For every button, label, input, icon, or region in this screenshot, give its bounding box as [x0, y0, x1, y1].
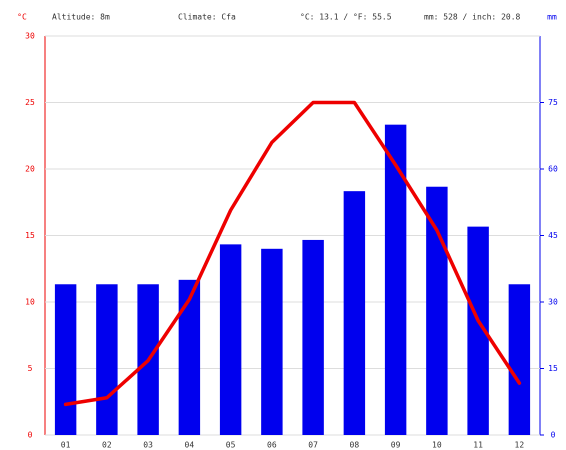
x-tick-label: 11	[473, 441, 483, 450]
y-axis-label: °C	[17, 13, 27, 22]
x-tick-label: 08	[350, 441, 360, 450]
x-tick-label: 05	[226, 441, 236, 450]
y-tick-label: 0	[28, 431, 33, 440]
y-tick-label: 10	[25, 298, 35, 307]
x-tick-label: 09	[391, 441, 401, 450]
x-tick-label: 10	[432, 441, 442, 450]
temperature-line	[63, 100, 522, 407]
annotation: mm: 528 / inch: 20.8	[424, 13, 521, 22]
y2-tick-label: 75	[548, 98, 558, 107]
y2-tick-label: 60	[548, 165, 558, 174]
y-tick-label: 30	[25, 32, 35, 41]
bar	[343, 191, 366, 435]
x-tick-label: 04	[185, 441, 195, 450]
bar	[467, 226, 489, 435]
x-tick-label: 02	[102, 441, 112, 450]
y2-tick-label: 45	[548, 231, 558, 240]
y2-tick-label: 15	[548, 364, 558, 373]
bar	[219, 244, 242, 435]
y-tick-label: 5	[28, 364, 33, 373]
bar	[508, 284, 531, 435]
bar	[54, 284, 77, 435]
bar	[302, 239, 324, 435]
bar	[384, 124, 407, 436]
x-tick-label: 12	[515, 441, 525, 450]
y-tick-label: 15	[25, 231, 35, 240]
y-tick-label: 25	[25, 98, 35, 107]
y2-tick-label: 0	[551, 431, 556, 440]
x-tick-label: 06	[267, 441, 277, 450]
x-tick-label: 03	[143, 441, 153, 450]
annotation: Climate: Cfa	[178, 13, 236, 22]
bar	[426, 186, 448, 435]
x-tick-label: 01	[61, 441, 71, 450]
y-tick-label: 20	[25, 165, 35, 174]
annotation: °C: 13.1 / °F: 55.5	[300, 13, 392, 22]
bar	[178, 279, 201, 435]
y2-axis-label: mm	[547, 13, 557, 22]
x-tick-label: 07	[308, 441, 318, 450]
annotation: Altitude: 8m	[52, 13, 110, 22]
bar	[96, 284, 118, 435]
bar	[261, 248, 283, 435]
y2-tick-label: 30	[548, 298, 558, 307]
